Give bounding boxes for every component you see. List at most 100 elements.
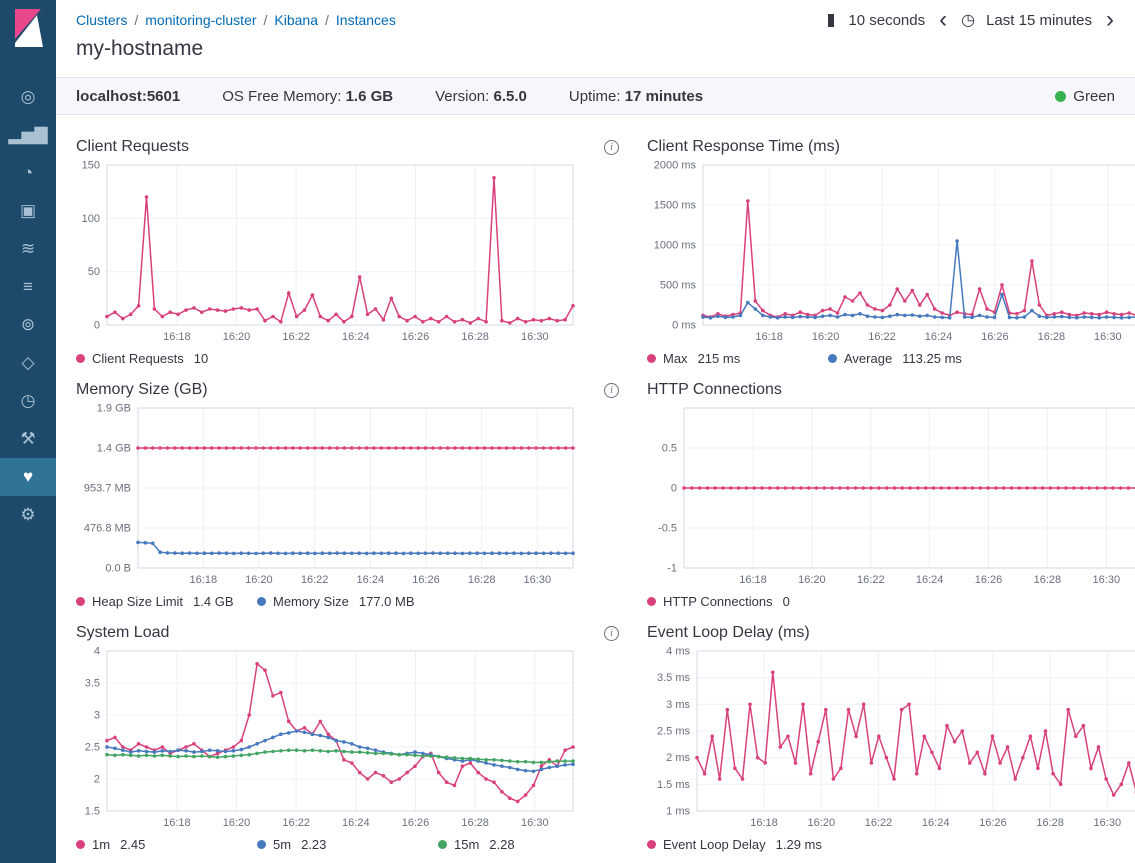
uptime-icon: ◷ <box>20 391 36 410</box>
svg-text:16:30: 16:30 <box>1094 817 1122 829</box>
status-host: localhost:5601 <box>76 87 181 105</box>
clock-icon: ◷ <box>961 12 976 29</box>
chart-title: Client Response Time (ms) <box>647 138 840 155</box>
breadcrumb-link-kibana[interactable]: Kibana <box>274 12 318 28</box>
svg-text:16:28: 16:28 <box>1034 574 1062 586</box>
svg-text:16:26: 16:26 <box>402 817 430 829</box>
chart-memory-size: Memory Size (GB) i 0.0 B 476.8 MB 953.7 MB 1… <box>76 378 619 611</box>
svg-text:16:26: 16:26 <box>981 331 1009 343</box>
legend-item[interactable]: Memory Size 177.0 MB <box>257 594 438 609</box>
time-range-button[interactable]: Last 15 minutes <box>986 11 1092 29</box>
breadcrumb-link-clusters[interactable]: Clusters <box>76 12 128 28</box>
legend-value: 2.28 <box>489 837 515 852</box>
sidebar-item-dev-tools[interactable]: ⚒ <box>0 420 56 458</box>
svg-text:16:24: 16:24 <box>342 331 370 343</box>
status-bar: localhost:5601 OS Free Memory: 1.6 GB Ve… <box>56 77 1135 115</box>
svg-text:-0.5: -0.5 <box>658 523 677 535</box>
sidebar-item-apm[interactable]: ⊚ <box>0 306 56 344</box>
svg-text:2000 ms: 2000 ms <box>654 160 697 172</box>
svg-text:16:22: 16:22 <box>868 331 896 343</box>
chart-legend: HTTP Connections 0 <box>647 592 1135 611</box>
svg-text:16:26: 16:26 <box>979 817 1007 829</box>
breadcrumb-separator: / <box>325 12 329 28</box>
chart-client-requests: Client Requests i 0 50 100 150 16:18 16:20 16:2… <box>76 135 619 368</box>
chart-plot: 1 ms 1.5 ms 2 ms 2.5 ms 3 ms 3.5 ms 4 ms 16:18 1… <box>657 646 1135 829</box>
svg-text:1.5: 1.5 <box>85 806 100 818</box>
sidebar-item-logs[interactable]: ≡ <box>0 268 56 306</box>
sidebar: ◎ ▂▅▇ ◔ ▣ ≋ ≡ ⊚ ◇ ◷ ⚒ ♥ ⚙ <box>0 0 56 863</box>
status-uptime: Uptime: 17 minutes <box>568 87 704 105</box>
svg-text:16:24: 16:24 <box>922 817 950 829</box>
legend-item[interactable]: Client Requests 10 <box>76 351 257 366</box>
legend-value: 1.4 GB <box>193 594 234 609</box>
svg-text:2 ms: 2 ms <box>666 752 690 764</box>
sidebar-item-uptime[interactable]: ◷ <box>0 382 56 420</box>
legend-item[interactable]: Average 113.25 ms <box>828 351 1009 366</box>
chart-legend: Max 215 ms Average 113.25 ms <box>647 349 1135 368</box>
legend-label: Heap Size Limit <box>92 594 184 609</box>
svg-text:16:20: 16:20 <box>223 331 251 343</box>
info-icon[interactable]: i <box>604 625 619 641</box>
legend-item[interactable]: HTTP Connections 0 <box>647 594 828 609</box>
legend-item[interactable]: 5m 2.23 <box>257 837 438 852</box>
sidebar-item-canvas[interactable]: ▣ <box>0 192 56 230</box>
chart-legend: Client Requests 10 <box>76 349 619 368</box>
svg-text:476.8 MB: 476.8 MB <box>84 523 131 535</box>
sidebar-item-infrastructure[interactable]: ◇ <box>0 344 56 382</box>
sidebar-item-monitoring[interactable]: ♥ <box>0 458 56 496</box>
sidebar-nav: ◎ ▂▅▇ ◔ ▣ ≋ ≡ ⊚ ◇ ◷ ⚒ ♥ ⚙ <box>0 78 56 534</box>
time-forward-button[interactable]: › <box>1106 6 1114 33</box>
time-back-button[interactable]: ‹ <box>939 6 948 33</box>
legend-item[interactable]: 1m 2.45 <box>76 837 257 852</box>
svg-text:0: 0 <box>94 320 100 332</box>
chart-title: Memory Size (GB) <box>76 381 208 398</box>
svg-text:953.7 MB: 953.7 MB <box>84 483 131 495</box>
svg-text:16:18: 16:18 <box>163 331 191 343</box>
legend-item[interactable]: 15m 2.28 <box>438 837 619 852</box>
svg-text:16:22: 16:22 <box>282 331 310 343</box>
svg-text:16:22: 16:22 <box>865 817 893 829</box>
legend-value: 215 ms <box>697 351 741 366</box>
chart-title: Client Requests <box>76 138 189 155</box>
svg-text:16:20: 16:20 <box>812 331 840 343</box>
info-icon[interactable]: i <box>604 139 619 155</box>
sidebar-item-timelion[interactable]: ≋ <box>0 230 56 268</box>
sidebar-item-visualize[interactable]: ▂▅▇ <box>0 116 56 154</box>
kibana-logo[interactable] <box>0 0 56 56</box>
legend-label: Memory Size <box>273 594 349 609</box>
breadcrumb-link-cluster-name[interactable]: monitoring-cluster <box>145 12 257 28</box>
svg-text:100: 100 <box>82 213 100 225</box>
pause-button[interactable] <box>828 13 835 27</box>
svg-text:1.5 ms: 1.5 ms <box>657 779 691 791</box>
legend-item[interactable]: Event Loop Delay 1.29 ms <box>647 837 828 852</box>
svg-text:1000 ms: 1000 ms <box>654 240 697 252</box>
legend-item[interactable]: Max 215 ms <box>647 351 828 366</box>
timelion-icon: ≋ <box>20 239 36 258</box>
sidebar-item-dashboard[interactable]: ◔ <box>0 154 56 192</box>
sidebar-item-management[interactable]: ⚙ <box>0 496 56 534</box>
svg-text:16:24: 16:24 <box>916 574 944 586</box>
chart-title: Event Loop Delay (ms) <box>647 624 810 641</box>
refresh-interval-button[interactable]: 10 seconds <box>848 11 926 29</box>
svg-text:16:28: 16:28 <box>1036 817 1064 829</box>
breadcrumb-link-instances[interactable]: Instances <box>335 12 396 28</box>
legend-label: Event Loop Delay <box>663 837 766 852</box>
legend-dot <box>76 840 85 849</box>
wrench-icon: ⚒ <box>20 429 36 448</box>
chart-plot: 0.0 B 476.8 MB 953.7 MB 1.4 GB 1.9 GB 16:18 16… <box>84 403 575 586</box>
svg-text:16:26: 16:26 <box>975 574 1003 586</box>
legend-item[interactable]: Heap Size Limit 1.4 GB <box>76 594 257 609</box>
sidebar-item-discover[interactable]: ◎ <box>0 78 56 116</box>
info-icon[interactable]: i <box>604 382 619 398</box>
apm-icon: ⊚ <box>20 315 36 334</box>
legend-value: 1.29 ms <box>775 837 822 852</box>
svg-text:-1: -1 <box>667 563 677 575</box>
legend-dot <box>647 597 656 606</box>
chart-plot: 0 50 100 150 16:18 16:20 16:22 16:24 16:26 16:28 1… <box>82 160 575 343</box>
svg-text:1.4 GB: 1.4 GB <box>97 443 131 455</box>
legend-dot <box>438 840 447 849</box>
legend-dot <box>257 597 266 606</box>
svg-text:16:18: 16:18 <box>739 574 767 586</box>
chart-system-load: System Load i 1.5 2 2.5 3 3.5 4 16:18 16:20 16:22… <box>76 621 619 854</box>
